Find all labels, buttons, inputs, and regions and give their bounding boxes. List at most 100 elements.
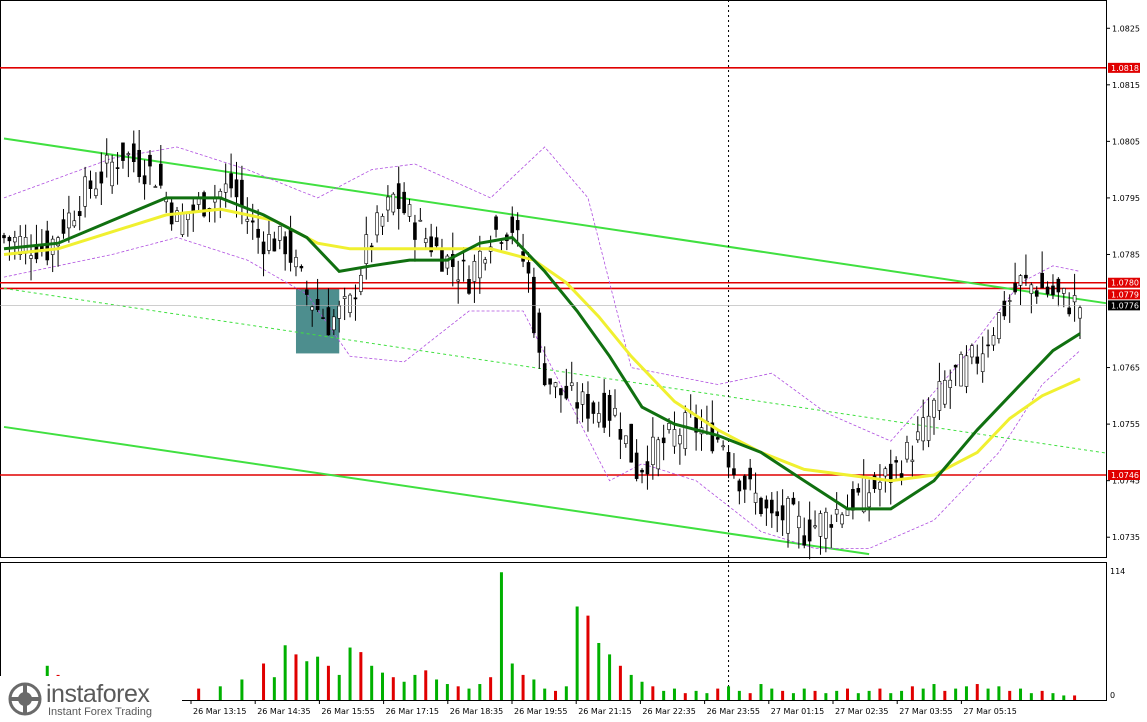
- time-label: 26 Mar 21:15: [578, 707, 631, 716]
- candle-body: [867, 492, 871, 508]
- candle-body: [515, 220, 520, 231]
- volume-max-label: 114: [1110, 567, 1125, 576]
- candle-body: [548, 378, 552, 385]
- candle-body: [240, 179, 244, 206]
- brand-logo: instaforex Instant Forex Trading: [0, 676, 182, 722]
- candle-body: [1078, 307, 1082, 319]
- candle-body: [602, 392, 606, 428]
- candle-body: [7, 236, 12, 242]
- candle-body: [553, 382, 558, 388]
- candle-body: [851, 489, 855, 511]
- candle-body: [1002, 300, 1007, 317]
- candle-body: [283, 236, 287, 255]
- candle-body: [629, 423, 634, 463]
- candle-body: [72, 220, 77, 227]
- candle-body: [797, 515, 801, 529]
- candle-body: [564, 385, 569, 399]
- candle-body: [575, 402, 579, 409]
- candle-body: [986, 344, 990, 347]
- candle-body: [715, 437, 720, 440]
- candle-body: [921, 417, 925, 442]
- candle-body: [764, 499, 769, 509]
- candle-body: [829, 524, 834, 528]
- candle-body: [434, 237, 439, 247]
- candle-body: [1040, 272, 1044, 289]
- candle-body: [332, 316, 336, 331]
- candle-body: [326, 307, 331, 336]
- level-price-label: 1.0818: [1111, 64, 1139, 73]
- candle-body: [77, 211, 82, 216]
- brand-tagline: Instant Forex Trading: [48, 706, 152, 718]
- time-label: 26 Mar 15:55: [321, 707, 374, 716]
- candle-body: [402, 191, 406, 214]
- candle-body: [732, 468, 736, 476]
- candle-body: [753, 492, 758, 503]
- candle-body: [634, 452, 639, 479]
- candle-body: [510, 216, 515, 233]
- candle-body: [932, 399, 936, 418]
- candle-body: [710, 422, 715, 452]
- candle-body: [645, 461, 650, 475]
- candle-body: [494, 216, 498, 230]
- price-tick-label: 1.0765: [1112, 364, 1140, 373]
- level-price-box: [1108, 470, 1140, 481]
- level-price-label: 1.0780: [1111, 279, 1139, 288]
- candle-body: [83, 176, 87, 207]
- candle-body: [359, 274, 363, 292]
- candle-body: [618, 429, 623, 440]
- candle-body: [423, 238, 428, 243]
- price-tick-label: 1.0735: [1112, 533, 1140, 542]
- level-price-box: [1108, 289, 1140, 300]
- time-label: 26 Mar 13:15: [193, 707, 246, 716]
- time-label: 26 Mar 17:15: [386, 707, 439, 716]
- candle-body: [450, 254, 455, 267]
- candle-body: [288, 229, 293, 263]
- brand-name: instaforex: [46, 680, 150, 708]
- candle-body: [337, 305, 342, 319]
- candle-body: [229, 173, 233, 189]
- candle-body: [304, 289, 309, 295]
- candle-body: [261, 241, 266, 255]
- candle-body: [786, 498, 790, 534]
- price-tick-label: 1.0745: [1112, 477, 1140, 486]
- candle-body: [369, 245, 374, 248]
- time-label: 27 Mar 02:35: [835, 707, 888, 716]
- candle-body: [153, 186, 158, 188]
- candle-body: [856, 488, 861, 493]
- candle-body: [532, 276, 536, 334]
- level-price-label: 1.0746: [1111, 471, 1139, 480]
- candle-body: [883, 468, 888, 477]
- trend-line: [3, 137, 1107, 305]
- candle-body: [99, 171, 104, 184]
- candle-body: [878, 481, 882, 490]
- candle-body: [1072, 295, 1077, 303]
- candle-body: [813, 525, 817, 528]
- level-price-box: [1108, 277, 1140, 288]
- candle-body: [596, 413, 601, 423]
- candle-body: [429, 236, 433, 253]
- candle-body: [526, 262, 531, 274]
- candle-body: [964, 355, 969, 387]
- candle-body: [191, 204, 196, 212]
- candle-body: [894, 460, 898, 463]
- candle-body: [234, 179, 239, 198]
- ma-fast-line: [3, 196, 1081, 511]
- price-tick-label: 1.0825: [1112, 24, 1140, 33]
- price-pane-frame: [0, 0, 1107, 558]
- candle-body: [142, 175, 147, 185]
- candle-body: [1034, 290, 1039, 297]
- candle-body: [478, 250, 482, 279]
- candle-body: [569, 382, 574, 387]
- candle-body: [1007, 300, 1012, 302]
- candle-body: [396, 183, 401, 209]
- candle-body: [1013, 283, 1017, 293]
- candle-body: [791, 497, 796, 505]
- candle-body: [580, 391, 585, 405]
- price-tick-label: 1.0805: [1112, 137, 1140, 146]
- time-label: 26 Mar 18:35: [450, 707, 503, 716]
- candle-body: [915, 431, 920, 441]
- candle-body: [353, 297, 358, 300]
- time-label: 26 Mar 19:55: [514, 707, 567, 716]
- candle-body: [840, 514, 844, 525]
